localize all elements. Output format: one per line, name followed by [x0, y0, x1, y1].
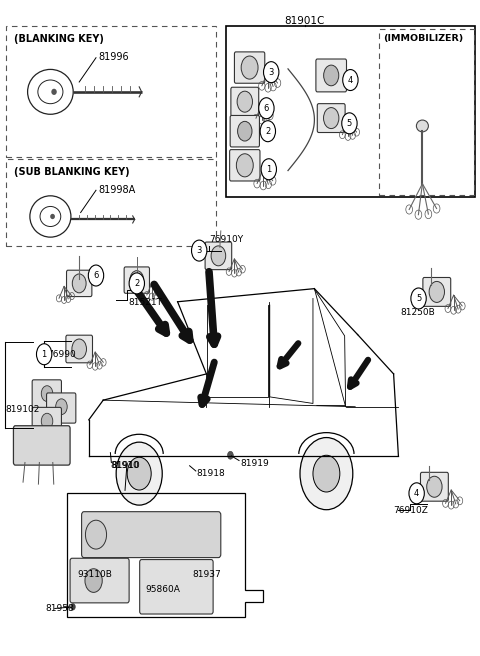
- Circle shape: [259, 98, 274, 119]
- Text: 1: 1: [42, 350, 47, 359]
- Circle shape: [409, 483, 424, 504]
- Circle shape: [127, 457, 151, 490]
- Text: 81521T: 81521T: [129, 298, 163, 308]
- FancyBboxPatch shape: [140, 560, 213, 614]
- Circle shape: [260, 121, 276, 142]
- Bar: [226, 26, 475, 197]
- FancyBboxPatch shape: [70, 558, 129, 603]
- Text: 5: 5: [347, 119, 352, 128]
- Circle shape: [72, 339, 86, 359]
- Circle shape: [228, 451, 233, 459]
- Circle shape: [85, 569, 102, 592]
- Circle shape: [236, 154, 253, 177]
- Circle shape: [342, 113, 357, 134]
- Ellipse shape: [416, 120, 428, 132]
- FancyBboxPatch shape: [66, 335, 93, 363]
- Circle shape: [324, 108, 339, 129]
- FancyBboxPatch shape: [124, 267, 149, 293]
- Circle shape: [130, 271, 144, 289]
- Circle shape: [56, 399, 67, 415]
- Circle shape: [36, 344, 52, 365]
- Circle shape: [300, 438, 353, 510]
- FancyBboxPatch shape: [231, 87, 259, 116]
- Text: 3: 3: [268, 68, 274, 77]
- Circle shape: [41, 413, 53, 429]
- Circle shape: [324, 65, 339, 86]
- Text: 76910Y: 76910Y: [209, 235, 243, 244]
- Circle shape: [237, 91, 252, 112]
- Text: 6: 6: [264, 104, 269, 113]
- Text: 81998A: 81998A: [98, 185, 136, 195]
- Text: 76990: 76990: [47, 350, 76, 359]
- Circle shape: [313, 455, 340, 492]
- Circle shape: [72, 274, 86, 293]
- Text: 95860A: 95860A: [145, 584, 180, 594]
- FancyBboxPatch shape: [420, 472, 448, 501]
- Text: 81250B: 81250B: [400, 308, 435, 318]
- Circle shape: [192, 240, 207, 261]
- Ellipse shape: [38, 80, 63, 104]
- Bar: [379, 29, 474, 195]
- Circle shape: [211, 246, 226, 266]
- FancyBboxPatch shape: [13, 426, 70, 465]
- Ellipse shape: [50, 214, 55, 219]
- Text: 81958: 81958: [46, 604, 74, 613]
- Circle shape: [41, 386, 53, 401]
- Circle shape: [85, 520, 107, 549]
- Text: 2: 2: [134, 279, 139, 288]
- Circle shape: [264, 62, 279, 83]
- FancyBboxPatch shape: [234, 52, 265, 83]
- FancyBboxPatch shape: [316, 59, 347, 92]
- Text: 81919: 81919: [240, 459, 269, 468]
- Circle shape: [261, 159, 276, 180]
- Text: 3: 3: [196, 246, 202, 255]
- Text: 81996: 81996: [98, 52, 129, 62]
- FancyBboxPatch shape: [205, 242, 232, 270]
- Circle shape: [411, 288, 426, 309]
- Circle shape: [241, 56, 258, 79]
- FancyBboxPatch shape: [32, 380, 61, 410]
- Text: 6: 6: [93, 271, 99, 280]
- Text: 1: 1: [266, 165, 271, 174]
- Text: 4: 4: [348, 75, 353, 85]
- FancyBboxPatch shape: [47, 393, 76, 423]
- Text: 81910: 81910: [110, 461, 139, 470]
- Circle shape: [343, 70, 358, 91]
- Circle shape: [238, 121, 252, 141]
- Ellipse shape: [40, 207, 61, 226]
- Text: 81910: 81910: [111, 461, 140, 470]
- Text: 93110B: 93110B: [78, 569, 113, 579]
- Text: 81901C: 81901C: [285, 16, 325, 26]
- Bar: [6, 26, 216, 157]
- Circle shape: [116, 442, 162, 505]
- Ellipse shape: [51, 89, 57, 95]
- FancyBboxPatch shape: [229, 150, 260, 181]
- Bar: [6, 159, 216, 246]
- Text: 4: 4: [414, 489, 419, 498]
- Text: 819102: 819102: [6, 405, 40, 415]
- Text: 2: 2: [265, 127, 270, 136]
- Text: 81918: 81918: [197, 469, 226, 478]
- FancyBboxPatch shape: [82, 512, 221, 558]
- Circle shape: [88, 265, 104, 286]
- Circle shape: [129, 273, 144, 294]
- Text: 81937: 81937: [192, 569, 221, 579]
- FancyBboxPatch shape: [67, 270, 92, 297]
- FancyBboxPatch shape: [32, 407, 61, 438]
- FancyBboxPatch shape: [230, 115, 259, 147]
- Text: 5: 5: [416, 294, 421, 303]
- FancyBboxPatch shape: [423, 277, 451, 306]
- Text: 76910Z: 76910Z: [393, 506, 428, 516]
- Circle shape: [71, 604, 75, 610]
- Text: (SUB BLANKING KEY): (SUB BLANKING KEY): [14, 167, 130, 176]
- Text: (BLANKING KEY): (BLANKING KEY): [14, 34, 104, 44]
- Text: (IMMOBILIZER): (IMMOBILIZER): [383, 34, 463, 43]
- Circle shape: [427, 476, 442, 497]
- FancyBboxPatch shape: [317, 104, 345, 133]
- Circle shape: [429, 281, 444, 302]
